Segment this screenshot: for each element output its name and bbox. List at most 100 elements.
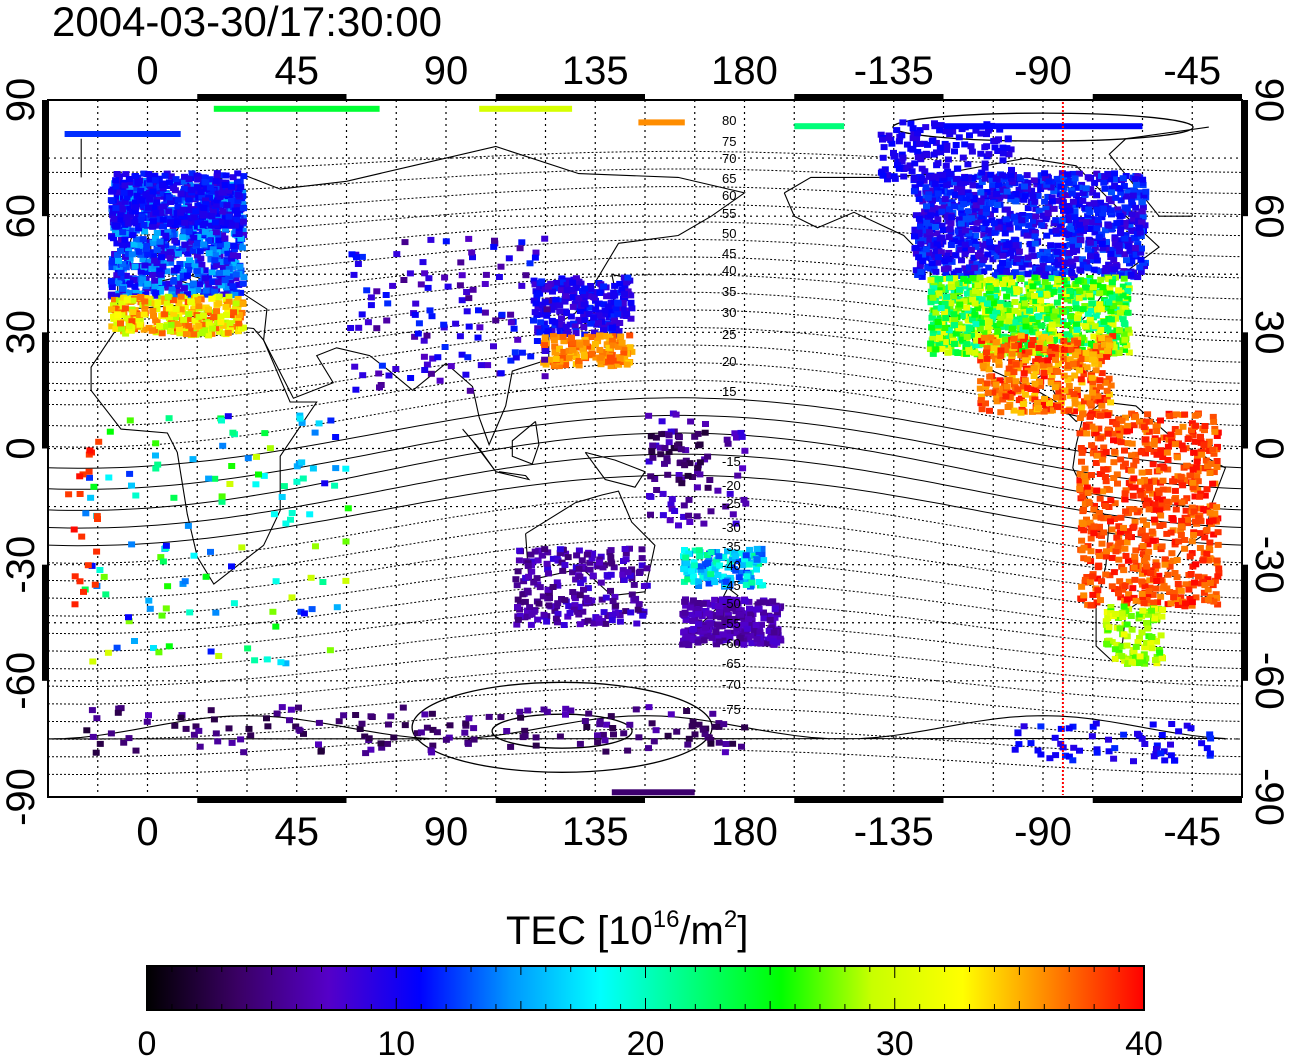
tec-pixel <box>217 218 225 225</box>
tec-pixel <box>179 194 187 201</box>
tec-pixel <box>1182 581 1190 588</box>
tec-pixel <box>993 190 1000 197</box>
tec-pixel <box>117 236 125 243</box>
tec-pixel <box>1119 316 1127 323</box>
tec-pixel <box>1044 284 1052 291</box>
tec-pixel <box>1117 272 1125 279</box>
tec-pixel <box>1126 506 1134 512</box>
tec-pixel <box>145 180 153 187</box>
tec-pixel <box>976 274 984 281</box>
tec-pixel <box>221 235 229 242</box>
tec-pixel <box>168 289 176 296</box>
tec-pixel <box>210 193 218 200</box>
tec-pixel <box>1163 504 1171 511</box>
tec-pixel <box>224 250 232 257</box>
tec-pixel <box>149 239 157 246</box>
tec-pixel <box>1028 246 1036 253</box>
tec-pixel <box>153 306 161 313</box>
tec-pixel <box>157 271 165 278</box>
tec-pixel <box>200 210 208 217</box>
tec-pixel <box>1003 206 1011 213</box>
tec-pixel <box>912 212 920 219</box>
tec-pixel <box>900 166 908 172</box>
tec-pixel <box>1063 296 1071 303</box>
tec-pixel <box>1110 257 1118 263</box>
tec-pixel <box>1086 400 1094 407</box>
tec-pixel <box>1116 625 1124 632</box>
tec-pixel <box>1127 484 1135 491</box>
tec-pixel <box>1037 186 1045 193</box>
tec-pixel <box>1129 585 1137 592</box>
tec-pixel <box>1002 216 1010 223</box>
tec-pixel <box>1089 356 1096 363</box>
tec-pixel <box>1004 136 1012 143</box>
tec-pixel <box>1007 196 1015 203</box>
tec-pixel <box>1003 269 1011 276</box>
tec-pixel <box>222 220 229 227</box>
tec-pixel <box>1001 285 1009 292</box>
tec-pixel <box>1059 318 1067 325</box>
tec-pixel <box>937 149 945 156</box>
tec-pixel <box>999 186 1007 193</box>
tec-pixel <box>1005 287 1013 294</box>
tec-pixel <box>1143 620 1150 626</box>
tec-pixel <box>933 220 941 227</box>
tec-pixel <box>1033 319 1041 326</box>
tec-pixel <box>113 189 121 196</box>
tec-pixel <box>113 272 121 279</box>
tec-pixel <box>163 268 171 275</box>
tec-pixel <box>109 212 117 219</box>
tec-pixel <box>1089 219 1096 226</box>
tec-pixel <box>228 207 235 214</box>
tec-pixel <box>1088 442 1096 449</box>
tec-pixel <box>1084 174 1092 181</box>
tec-pixel <box>201 220 209 227</box>
tec-pixel <box>910 175 918 182</box>
tec-pixel <box>1103 548 1110 555</box>
tec-pixel <box>1097 514 1105 521</box>
tec-pixel <box>1076 237 1084 243</box>
tec-pixel <box>894 162 901 169</box>
tec-pixel <box>993 398 1001 405</box>
tec-pixel <box>1137 256 1145 263</box>
tec-pixel <box>1040 408 1048 415</box>
tec-pixel <box>1035 207 1043 214</box>
tec-pixel <box>1138 590 1146 597</box>
tec-pixel <box>1117 189 1125 196</box>
tec-pixel <box>1084 310 1092 317</box>
tec-pixel <box>983 189 991 195</box>
tec-pixel <box>890 149 897 156</box>
tec-pixel <box>1110 516 1118 522</box>
tec-pixel <box>171 237 179 244</box>
tec-pixel <box>1168 438 1176 445</box>
tec-pixel <box>164 228 172 235</box>
tec-pixel <box>1117 439 1125 446</box>
contour-line <box>48 495 1242 564</box>
tec-pixel <box>1153 653 1161 660</box>
tec-pixel <box>197 255 205 262</box>
tec-pixel <box>108 291 116 298</box>
tec-pixel <box>215 300 223 307</box>
tec-pixel <box>984 389 992 396</box>
tec-pixel <box>153 229 161 236</box>
tec-pixel <box>989 181 997 188</box>
tec-pixel <box>156 267 164 274</box>
tec-pixel <box>1024 339 1032 346</box>
tec-pixel <box>1047 256 1055 263</box>
tec-pixel <box>1021 377 1029 384</box>
tec-pixel <box>1042 205 1050 212</box>
tec-pixel <box>156 190 164 197</box>
tec-pixel <box>1000 323 1008 330</box>
tec-pixel <box>979 256 987 263</box>
tec-pixel <box>1105 222 1113 229</box>
tec-pixel <box>223 284 230 291</box>
tec-pixel <box>1151 478 1159 485</box>
tec-pixel <box>1214 529 1222 536</box>
tec-pixel <box>943 182 951 189</box>
tec-pixel <box>128 318 136 325</box>
tec-pixel <box>1155 489 1163 496</box>
tec-pixel <box>973 226 981 233</box>
tec-pixel <box>1205 545 1213 552</box>
tec-pixel <box>934 319 942 325</box>
tec-pixel <box>1117 230 1124 237</box>
